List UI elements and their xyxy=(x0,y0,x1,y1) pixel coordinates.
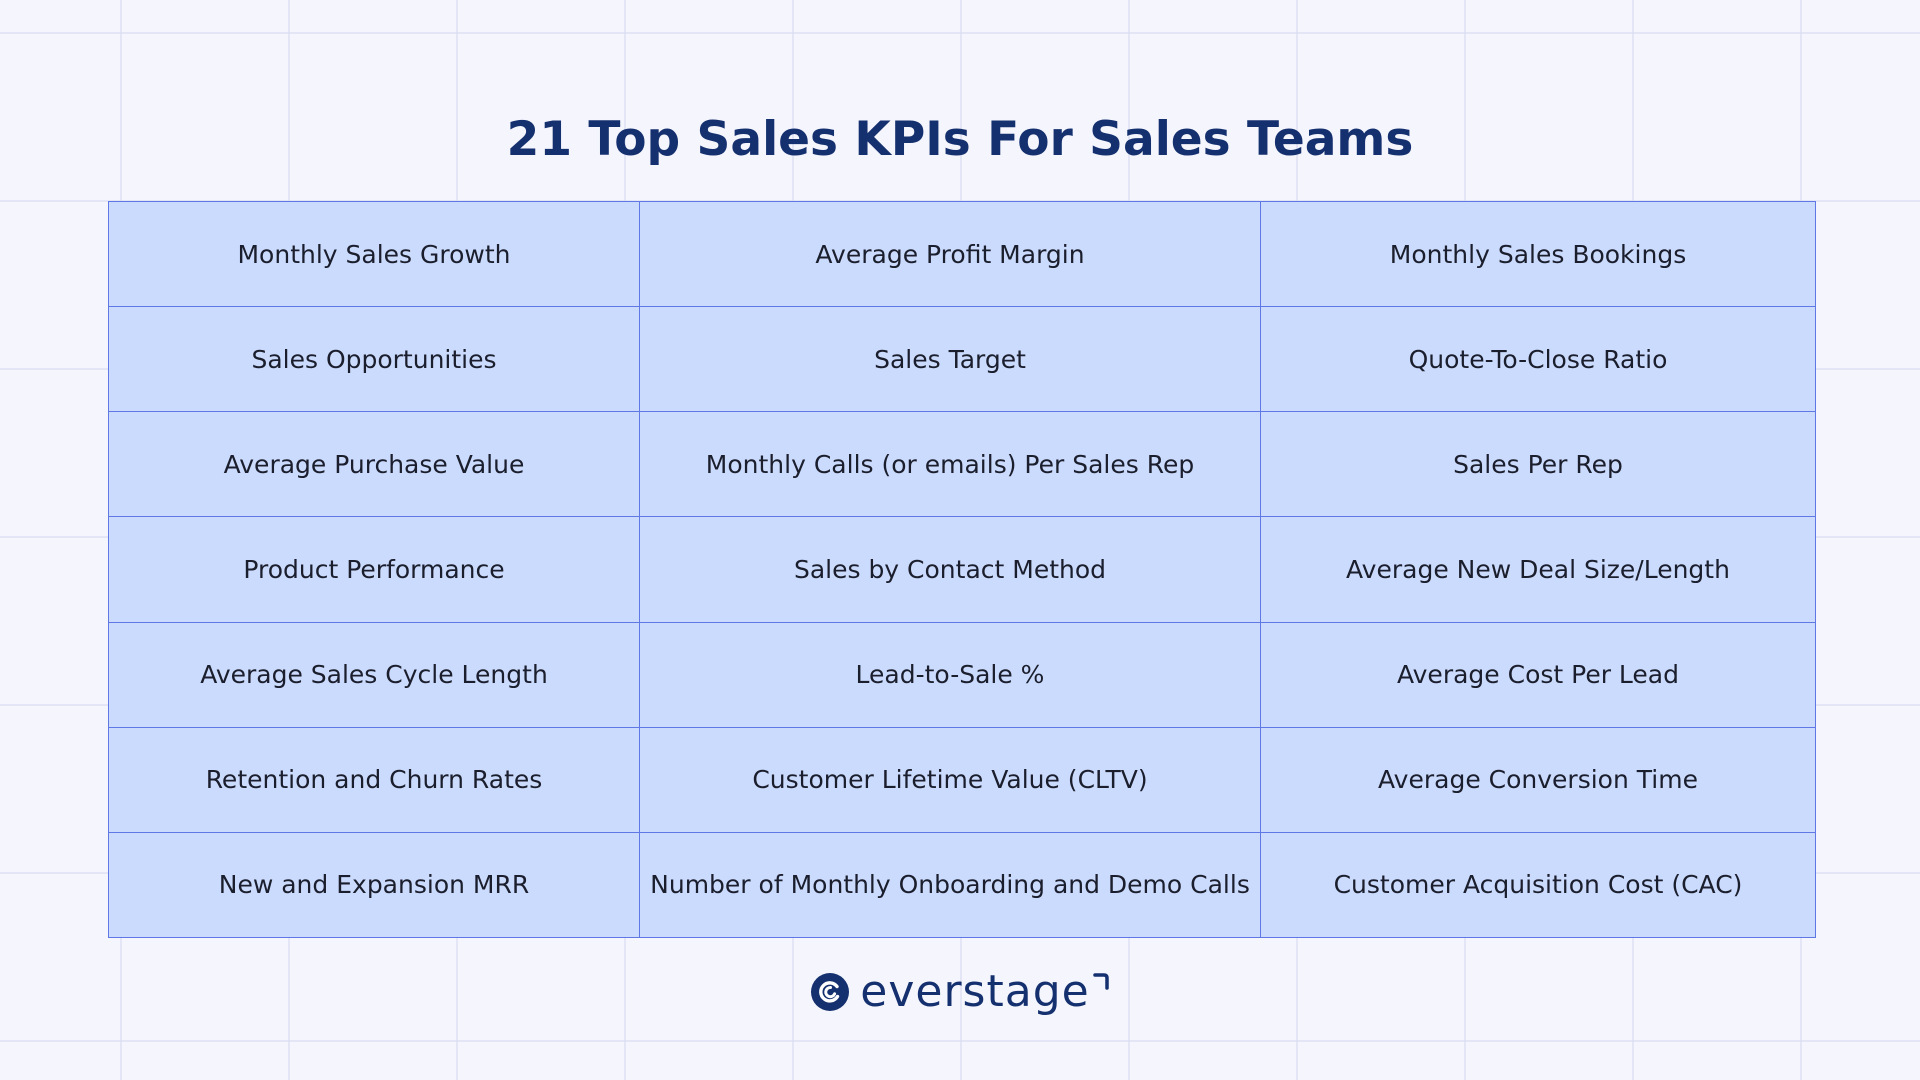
kpi-cell: Sales Per Rep xyxy=(1260,411,1816,518)
kpi-cell: Monthly Sales Growth xyxy=(108,200,640,308)
kpi-table: Monthly Sales Growth Average Profit Marg… xyxy=(108,200,1816,939)
kpi-cell: Average Purchase Value xyxy=(108,411,640,518)
table-row: Average Sales Cycle Length Lead-to-Sale … xyxy=(108,621,1816,728)
logo-wordmark: everstage xyxy=(860,966,1090,1017)
kpi-cell: Product Performance xyxy=(108,516,640,623)
kpi-cell: Lead-to-Sale % xyxy=(639,621,1261,728)
kpi-cell: Average Profit Margin xyxy=(639,200,1261,308)
table-row: Retention and Churn Rates Customer Lifet… xyxy=(108,726,1816,833)
kpi-cell: New and Expansion MRR xyxy=(108,831,640,939)
kpi-cell: Sales by Contact Method xyxy=(639,516,1261,623)
brand-logo: everstage xyxy=(0,964,1920,1020)
page-title: 21 Top Sales KPIs For Sales Teams xyxy=(506,112,1414,167)
table-row: Product Performance Sales by Contact Met… xyxy=(108,516,1816,623)
kpi-cell: Quote-To-Close Ratio xyxy=(1260,306,1816,413)
kpi-cell: Average Sales Cycle Length xyxy=(108,621,640,728)
kpi-cell: Average Cost Per Lead xyxy=(1260,621,1816,728)
logo-accent-icon xyxy=(1092,973,1109,990)
kpi-cell: Number of Monthly Onboarding and Demo Ca… xyxy=(639,831,1261,939)
kpi-cell: Customer Acquisition Cost (CAC) xyxy=(1260,831,1816,939)
logo-lockup: everstage xyxy=(810,964,1109,1020)
kpi-cell: Average Conversion Time xyxy=(1260,726,1816,833)
kpi-cell: Average New Deal Size/Length xyxy=(1260,516,1816,623)
kpi-cell: Monthly Sales Bookings xyxy=(1260,200,1816,308)
kpi-cell: Sales Target xyxy=(639,306,1261,413)
kpi-cell: Sales Opportunities xyxy=(108,306,640,413)
kpi-cell: Monthly Calls (or emails) Per Sales Rep xyxy=(639,411,1261,518)
table-row: Monthly Sales Growth Average Profit Marg… xyxy=(108,200,1816,308)
table-row: Sales Opportunities Sales Target Quote-T… xyxy=(108,306,1816,413)
table-row: New and Expansion MRR Number of Monthly … xyxy=(108,831,1816,939)
kpi-cell: Customer Lifetime Value (CLTV) xyxy=(639,726,1261,833)
everstage-logo-icon xyxy=(811,973,850,1011)
kpi-cell: Retention and Churn Rates xyxy=(108,726,640,833)
table-row: Average Purchase Value Monthly Calls (or… xyxy=(108,411,1816,518)
